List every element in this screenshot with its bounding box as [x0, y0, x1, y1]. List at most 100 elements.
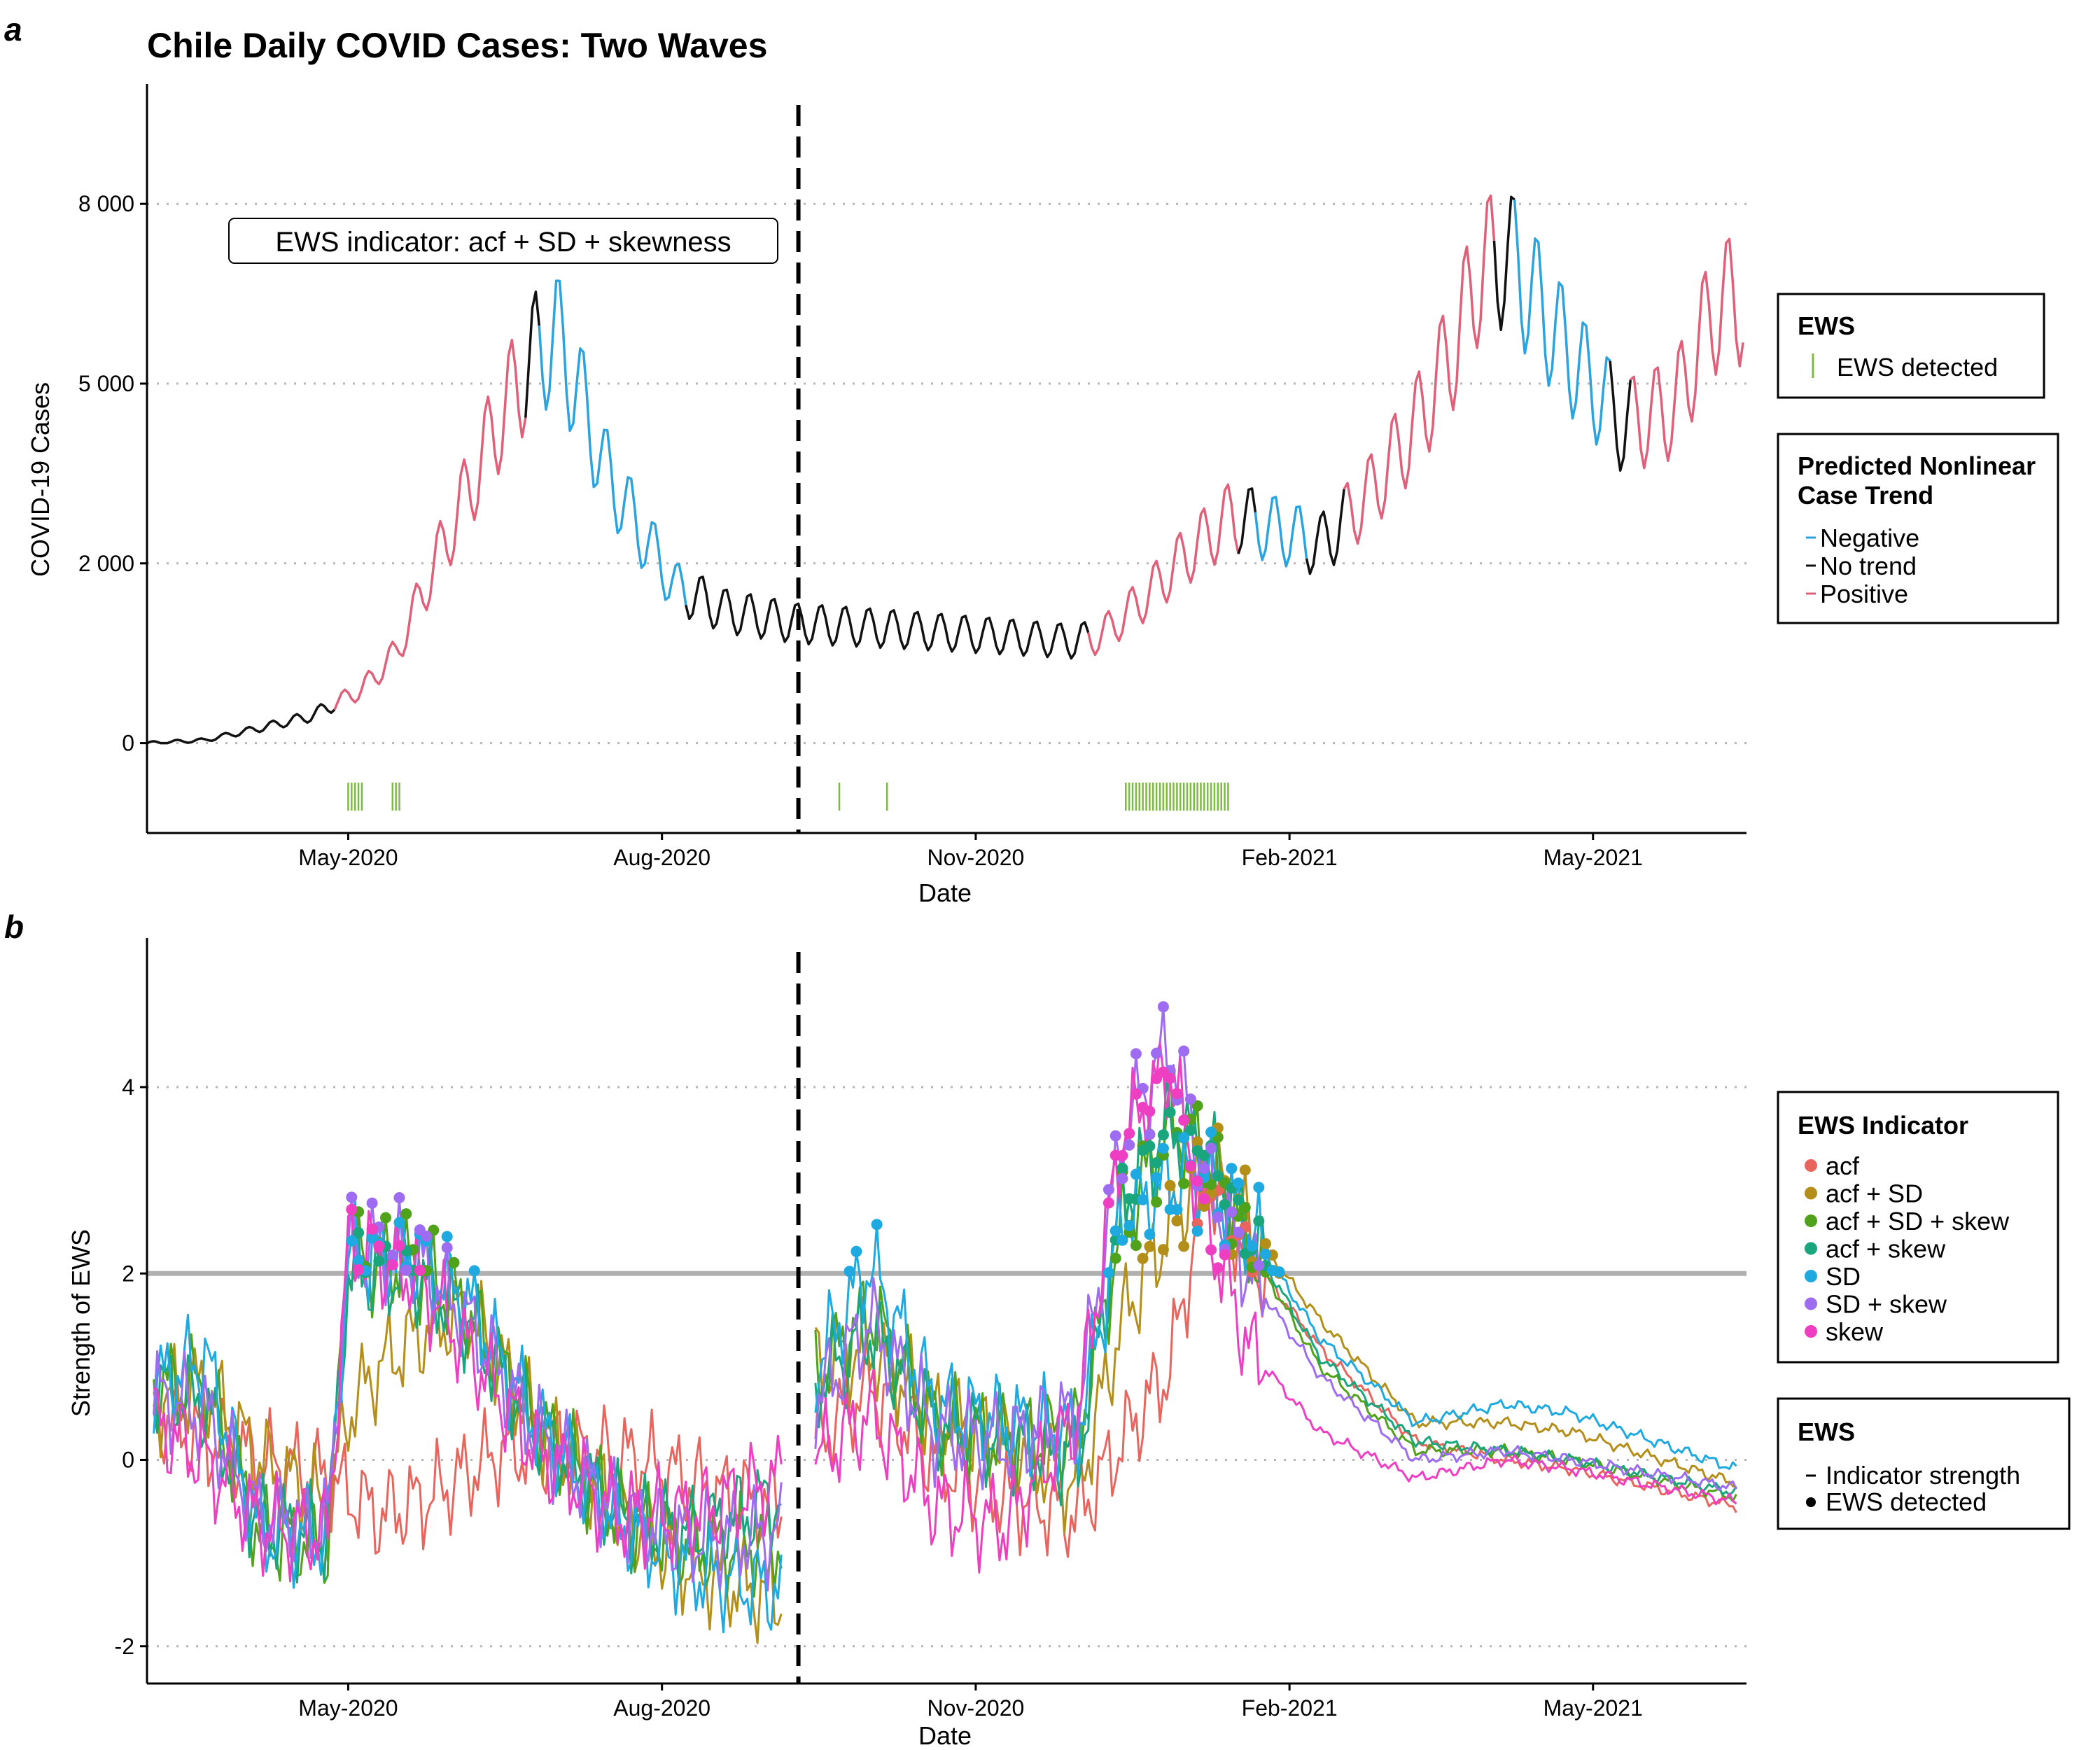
ews-detected-point [1130, 1048, 1142, 1060]
legend-indicator-label: acf + SD + skew [1826, 1207, 2010, 1236]
a-y-tick-label: 8 000 [78, 191, 134, 216]
legend-a-trend-title-2: Case Trend [1798, 481, 1933, 510]
a-x-tick-label: Feb-2021 [1242, 845, 1338, 870]
ews-detected-point [1102, 1184, 1114, 1196]
b-y-tick-label: -2 [115, 1634, 134, 1659]
ews-detected-point [380, 1212, 391, 1224]
ews-detected-point [421, 1231, 433, 1242]
ews-detected-point [1151, 1172, 1163, 1184]
legend-a-trend-positive: Positive [1820, 580, 1908, 608]
ews-detected-point [844, 1266, 855, 1278]
ews-detected-point [1253, 1215, 1265, 1227]
ews-detected-point [353, 1227, 365, 1239]
ews-detected-point [1144, 1105, 1156, 1117]
legend-indicator-label: acf + skew [1826, 1235, 1946, 1264]
ews-detected-point [441, 1231, 453, 1242]
legend-b-ews-detected: EWS detected [1826, 1488, 1987, 1516]
ews-detected-point [1157, 1129, 1169, 1141]
ews-detected-point [1212, 1170, 1224, 1182]
b-indicator-series [153, 1005, 1737, 1644]
ews-detected-point [1233, 1177, 1245, 1189]
case-trend-segment [1492, 195, 1516, 332]
legend-b-ews-strength: Indicator strength [1826, 1461, 2020, 1490]
ews-detected-point [1157, 1142, 1169, 1154]
a-x-tick-label: May-2021 [1544, 845, 1643, 870]
b-x-ticks: May-2020 Aug-2020 Nov-2020 Feb-2021 May-2021 [298, 1684, 1643, 1721]
legend-indicator-swatch [1805, 1325, 1817, 1338]
legend-indicator-label: SD + skew [1826, 1290, 1947, 1319]
ews-detected-point [1198, 1193, 1210, 1205]
indicator-line [814, 1074, 1737, 1506]
ews-detected-point [1239, 1164, 1251, 1176]
b-x-tick-label: Feb-2021 [1242, 1695, 1338, 1721]
ews-detected-point [1198, 1149, 1210, 1161]
a-x-tick-label: Nov-2020 [927, 845, 1025, 870]
ews-detected-point [1116, 1149, 1128, 1161]
ews-detected-point [1144, 1240, 1156, 1252]
ews-detected-point [1157, 1244, 1169, 1256]
case-trend-segment [146, 703, 336, 745]
ews-detected-point [1198, 1163, 1210, 1175]
legend-indicator-swatch [1805, 1297, 1817, 1310]
ews-detected-point [1151, 1196, 1163, 1208]
ews-detected-point [1116, 1162, 1128, 1174]
a-y-tick-label: 5 000 [78, 371, 134, 396]
case-trend-segment [524, 290, 541, 418]
ews-detected-point [346, 1203, 358, 1215]
ews-detected-point [1130, 1168, 1142, 1180]
ews-detected-point [373, 1255, 385, 1267]
ews-detected-point [1171, 1088, 1183, 1100]
ews-detected-point [1212, 1262, 1224, 1274]
ews-detected-point [1273, 1266, 1285, 1278]
indicator-line [153, 1199, 783, 1634]
ews-detected-point [1137, 1252, 1149, 1264]
ews-detected-point [1219, 1249, 1231, 1261]
chart-title: Chile Daily COVID Cases: Two Waves [147, 26, 767, 65]
ews-detected-point [1178, 1177, 1190, 1189]
ews-detected-point [1178, 1045, 1190, 1057]
ews-detected-point [1144, 1128, 1156, 1140]
ews-detected-point [386, 1250, 398, 1261]
a-case-series [146, 194, 1744, 745]
ews-detected-point [1212, 1211, 1224, 1223]
b-gridlines [147, 1086, 1746, 1648]
indicator-line [153, 1222, 782, 1585]
b-x-tick-label: Aug-2020 [613, 1695, 710, 1721]
ews-detected-point [468, 1265, 480, 1277]
ews-detected-point [1184, 1093, 1196, 1105]
ews-detected-point [1137, 1194, 1149, 1205]
annotation-box [228, 218, 778, 264]
ews-detected-point [1226, 1163, 1238, 1175]
ews-detected-point [1130, 1088, 1142, 1100]
case-trend-segment [333, 339, 527, 710]
ews-detected-point [1184, 1160, 1196, 1172]
ews-detected-point [1171, 1204, 1183, 1215]
indicator-line [153, 1196, 783, 1592]
ews-detected-point [1164, 1072, 1176, 1084]
ews-detected-point [1144, 1140, 1156, 1152]
b-y-tick-label: 2 [122, 1261, 134, 1286]
ews-detected-point [1233, 1226, 1245, 1238]
ews-detected-point [346, 1191, 358, 1203]
ews-detected-point [1226, 1206, 1238, 1218]
b-x-tick-label: May-2020 [298, 1695, 398, 1721]
legend-b-ews: EWS Indicator strength EWS detected [1777, 1397, 2071, 1530]
ews-detected-point [1124, 1139, 1135, 1151]
ews-detected-point [1205, 1126, 1217, 1138]
ews-detected-key [1806, 1497, 1816, 1507]
ews-detected-point [441, 1242, 453, 1254]
b-y-tick-label: 4 [122, 1074, 134, 1100]
ews-detected-point [366, 1197, 378, 1209]
legend-indicator-swatch [1805, 1186, 1817, 1200]
case-trend-segment [1343, 194, 1496, 545]
ews-detected-point [1184, 1124, 1196, 1136]
case-trend-segment [538, 279, 687, 606]
legend-indicator-swatch [1805, 1270, 1817, 1282]
case-trend-segment [1254, 496, 1308, 568]
ews-detected-point [850, 1245, 862, 1257]
case-trend-segment [1513, 200, 1611, 446]
ews-detected-point [1144, 1228, 1156, 1240]
indicator-line [814, 1161, 1737, 1558]
ews-detected-point [1191, 1225, 1203, 1237]
ews-detected-point [1178, 1240, 1190, 1252]
